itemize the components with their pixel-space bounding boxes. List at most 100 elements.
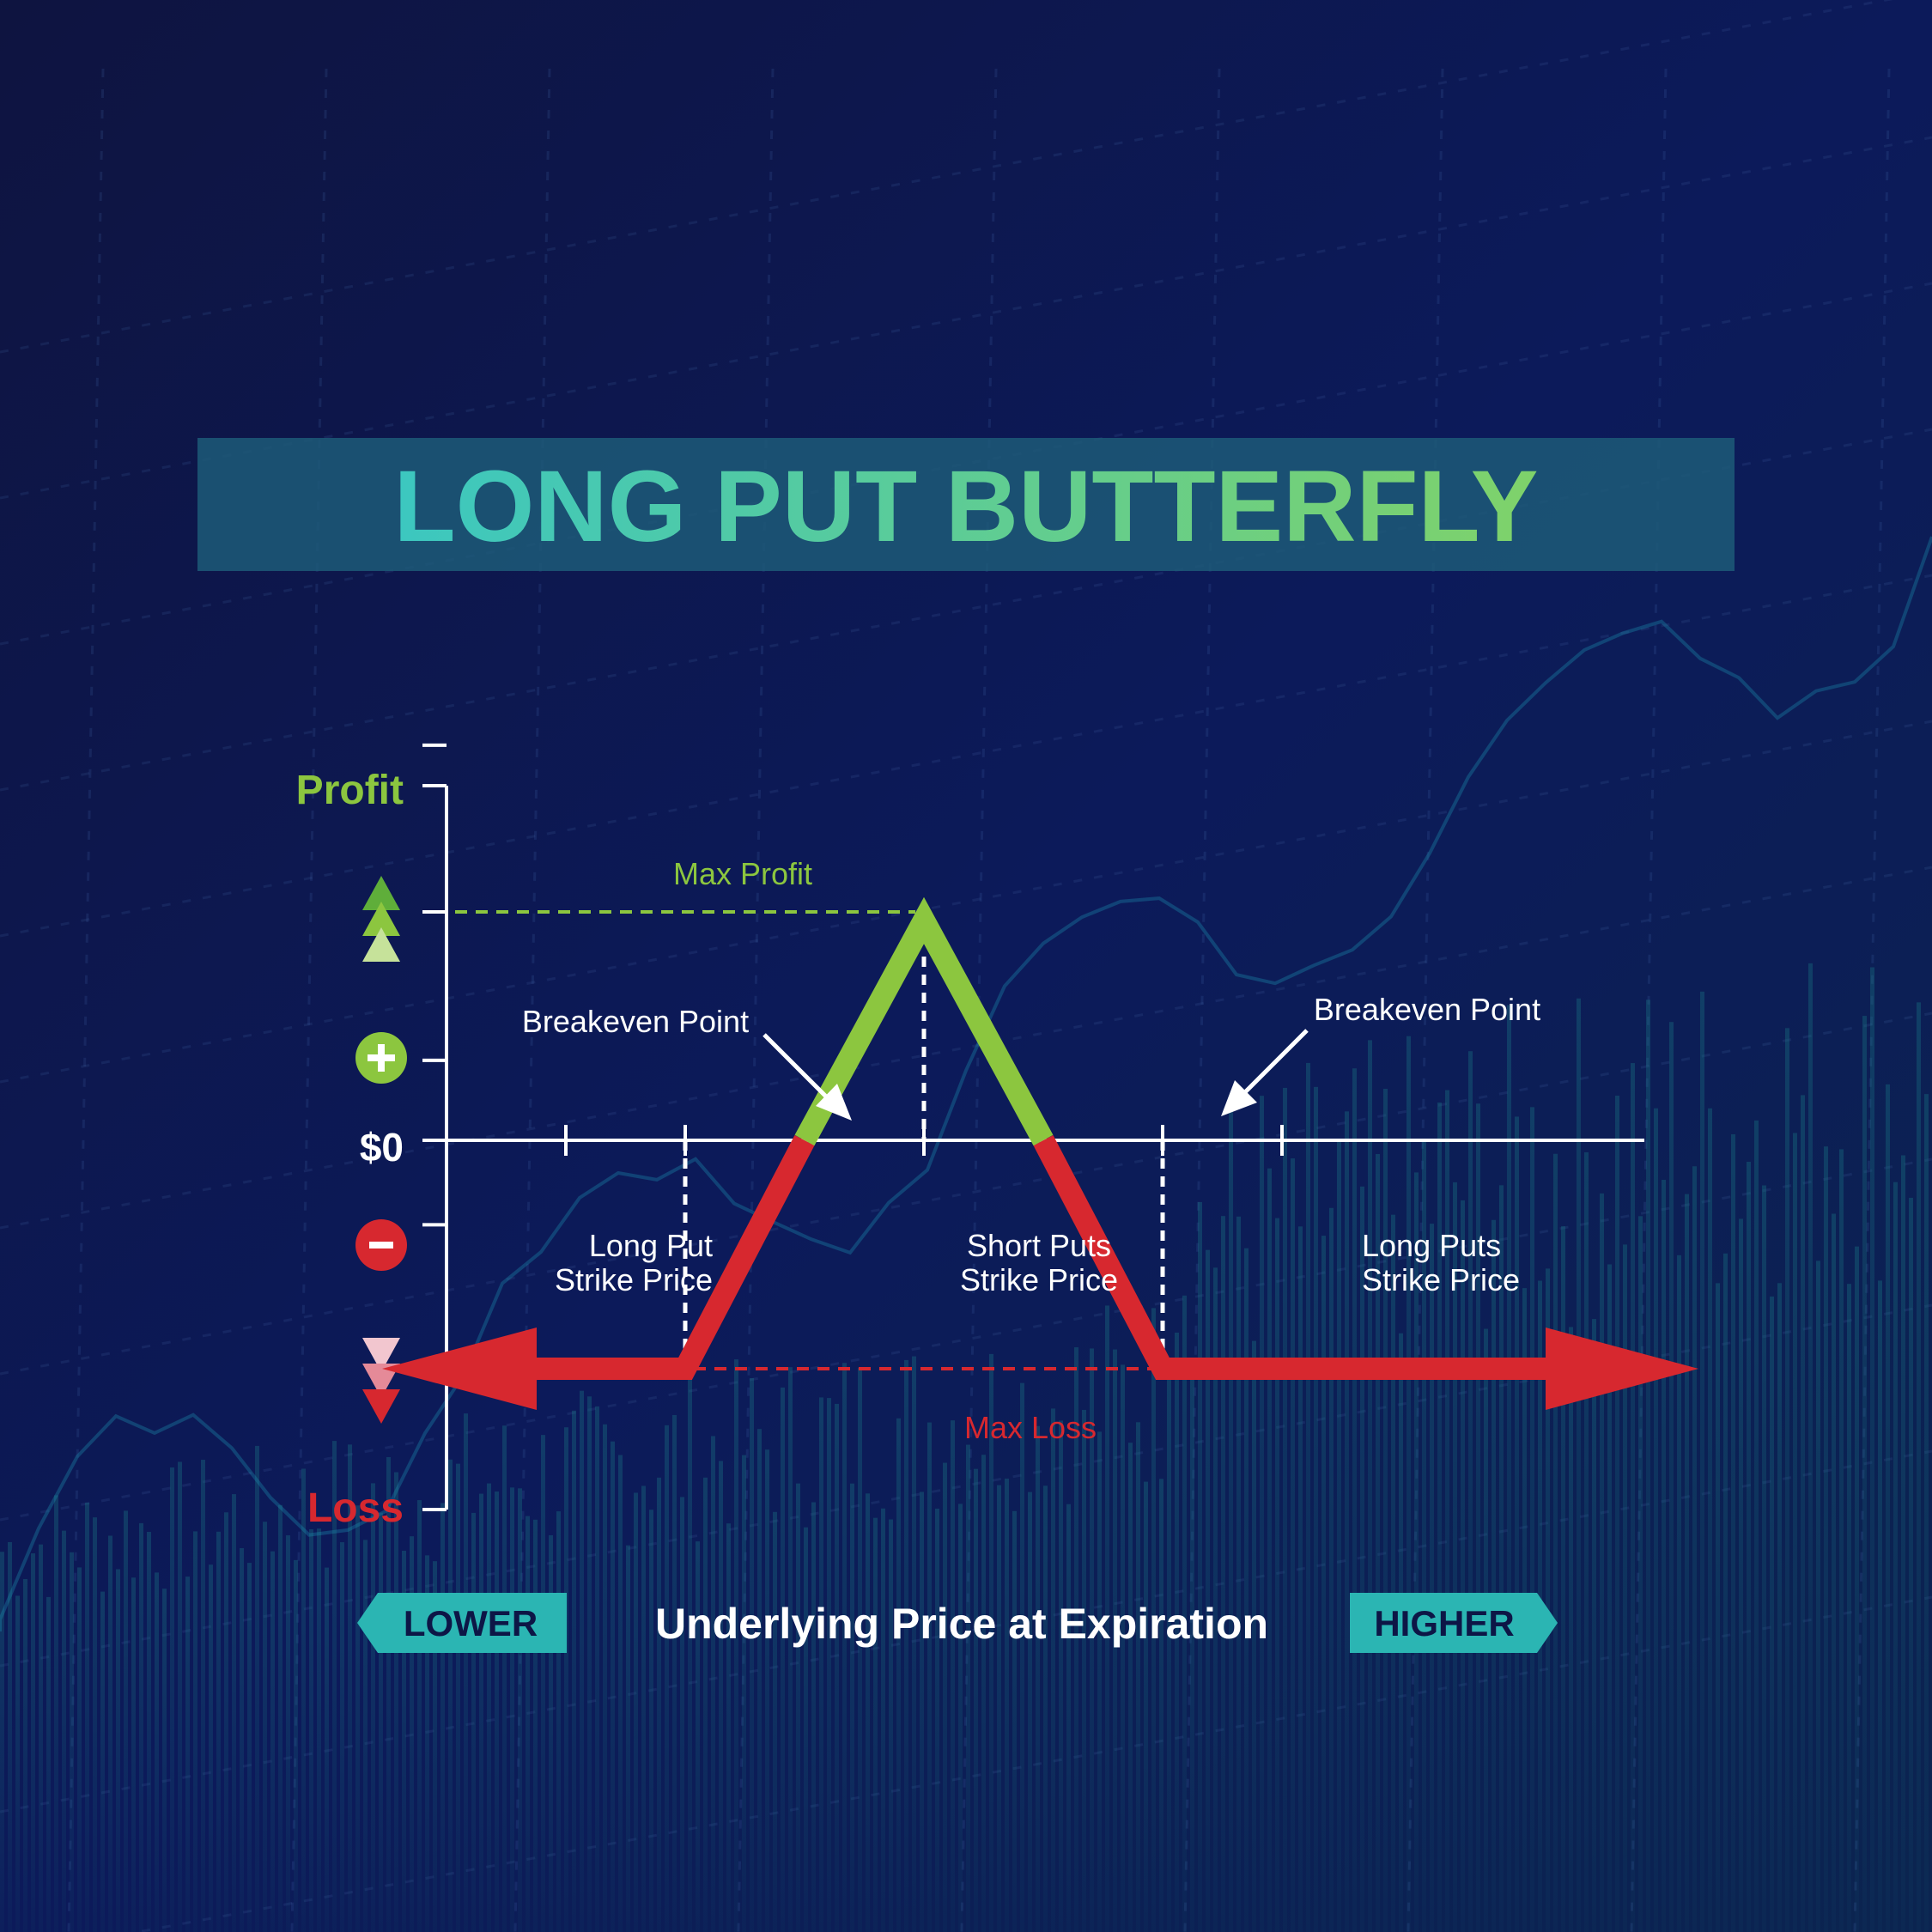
bg-volume-bar bbox=[224, 1512, 228, 1932]
down-triangle bbox=[362, 1389, 400, 1424]
down-triangle bbox=[362, 1364, 400, 1398]
bg-volume-bar bbox=[155, 1572, 159, 1932]
bg-grid-line bbox=[67, 68, 105, 1932]
bg-volume-bar bbox=[1685, 1194, 1689, 1932]
bg-volume-bar bbox=[1785, 1028, 1789, 1932]
payoff-chart: Profit Loss $0 Max Profit Max Loss Breakeven … bbox=[296, 743, 1698, 1531]
bg-volume-bar bbox=[958, 1504, 963, 1932]
bg-volume-bar bbox=[1662, 1180, 1666, 1932]
bg-volume-bar bbox=[332, 1441, 337, 1932]
bg-volume-bar bbox=[402, 1550, 406, 1932]
bg-volume-bar bbox=[0, 1552, 4, 1932]
bg-volume-bar bbox=[696, 1541, 700, 1932]
bg-volume-bar bbox=[935, 1508, 939, 1932]
bg-volume-bar bbox=[626, 1545, 630, 1932]
bg-volume-bar bbox=[1553, 1153, 1558, 1932]
bg-volume-bar bbox=[1298, 1226, 1303, 1932]
bg-volume-bar bbox=[1236, 1216, 1241, 1932]
up-triangle bbox=[362, 902, 400, 936]
bg-volume-bar bbox=[1252, 1340, 1256, 1932]
bg-volume-bar bbox=[1801, 1095, 1805, 1932]
bg-volume-bar bbox=[131, 1577, 136, 1932]
bg-volume-bar bbox=[997, 1485, 1001, 1932]
bg-volume-bar bbox=[1615, 1095, 1619, 1932]
bg-volume-bar bbox=[487, 1483, 491, 1932]
bg-volume-bar bbox=[966, 1444, 970, 1932]
bg-volume-bar bbox=[1862, 1016, 1867, 1932]
bg-volume-bar bbox=[147, 1532, 151, 1932]
bg-volume-bar bbox=[100, 1591, 105, 1932]
bg-volume-bar bbox=[1461, 1200, 1465, 1932]
bg-volume-bar bbox=[835, 1403, 839, 1932]
payoff-left-arrowhead bbox=[382, 1327, 537, 1410]
bg-volume-bar bbox=[433, 1561, 437, 1932]
bg-volume-bar bbox=[1654, 1108, 1658, 1932]
bg-volume-bar bbox=[866, 1493, 870, 1932]
bg-volume-bar bbox=[1291, 1158, 1295, 1932]
bg-volume-bar bbox=[1592, 1319, 1596, 1932]
bg-volume-bar bbox=[1159, 1479, 1163, 1932]
bg-volume-bar bbox=[1762, 1185, 1766, 1932]
bg-volume-bar bbox=[502, 1425, 507, 1932]
bg-volume-bar bbox=[981, 1455, 986, 1932]
bg-volume-bar bbox=[456, 1463, 460, 1932]
bg-volume-bar bbox=[1731, 1133, 1735, 1932]
bg-volume-bar bbox=[819, 1397, 823, 1932]
bg-volume-bar bbox=[1507, 1005, 1511, 1932]
bg-volume-bar bbox=[1692, 1166, 1697, 1932]
bg-volume-bar bbox=[549, 1534, 553, 1932]
bg-volume-bar bbox=[1136, 1422, 1140, 1932]
bg-volume-bar bbox=[464, 1413, 468, 1932]
bg-volume-bar bbox=[1839, 1149, 1844, 1932]
bg-volume-bar bbox=[1376, 1153, 1380, 1932]
bg-volume-bar bbox=[355, 1505, 360, 1932]
breakeven-left-arrowhead bbox=[816, 1084, 852, 1121]
bg-volume-bar bbox=[1113, 1349, 1117, 1932]
bg-volume-bar bbox=[1422, 1138, 1426, 1932]
bg-volume-bar bbox=[634, 1492, 638, 1932]
bg-volume-bar bbox=[1329, 1207, 1334, 1932]
up-triangle bbox=[362, 927, 400, 962]
bg-volume-bar bbox=[1005, 1478, 1009, 1932]
bg-volume-bar bbox=[765, 1449, 769, 1932]
breakeven-right-arrowhead bbox=[1221, 1080, 1257, 1116]
bg-volume-bar bbox=[1074, 1347, 1078, 1932]
bg-volume-bar bbox=[379, 1512, 383, 1932]
breakeven-left-label: Breakeven Point bbox=[522, 1004, 749, 1039]
bg-volume-bar bbox=[23, 1578, 27, 1932]
bg-volume-bar bbox=[1747, 1162, 1751, 1932]
bg-volume-bar bbox=[309, 1529, 313, 1932]
bg-volume-bar bbox=[1677, 1255, 1681, 1932]
breakeven-right-pointer bbox=[1239, 1029, 1309, 1098]
bg-volume-bar bbox=[1577, 998, 1581, 1932]
bg-volume-bar bbox=[1437, 1102, 1442, 1932]
bg-volume-bar bbox=[54, 1495, 58, 1932]
bg-volume-bar bbox=[1623, 1244, 1627, 1932]
bg-volume-bar bbox=[70, 1552, 74, 1932]
bg-volume-bar bbox=[1190, 1377, 1194, 1932]
bg-volume-bar bbox=[1468, 1051, 1473, 1932]
zero-axis-label: $0 bbox=[360, 1125, 404, 1170]
bg-volume-bar bbox=[1383, 1089, 1388, 1932]
bg-volume-bar bbox=[1739, 1218, 1743, 1932]
bg-volume-bar bbox=[479, 1493, 483, 1932]
bg-volume-bar bbox=[842, 1363, 847, 1932]
bg-volume-bar bbox=[804, 1527, 808, 1932]
higher-badge: HIGHER bbox=[1350, 1593, 1558, 1653]
bg-volume-bar bbox=[1793, 1133, 1797, 1932]
bg-volume-bar bbox=[1352, 1068, 1357, 1932]
bg-volume-bar bbox=[1569, 1327, 1573, 1932]
bg-volume-bar bbox=[1028, 1492, 1032, 1932]
bg-volume-bar bbox=[688, 1373, 692, 1932]
bg-volume-bar bbox=[781, 1387, 785, 1932]
bg-volume-bar bbox=[1530, 1107, 1534, 1932]
bg-volume-bar bbox=[178, 1461, 182, 1932]
bg-volume-bar bbox=[788, 1367, 793, 1932]
bg-volume-bar bbox=[951, 1420, 955, 1932]
bg-volume-bar bbox=[1082, 1409, 1086, 1932]
payoff-profit-segment bbox=[794, 896, 1054, 1146]
bg-volume-bar bbox=[665, 1425, 669, 1932]
bg-volume-bar bbox=[896, 1418, 901, 1932]
bg-volume-bar bbox=[193, 1531, 197, 1932]
bg-volume-bar bbox=[734, 1359, 738, 1932]
